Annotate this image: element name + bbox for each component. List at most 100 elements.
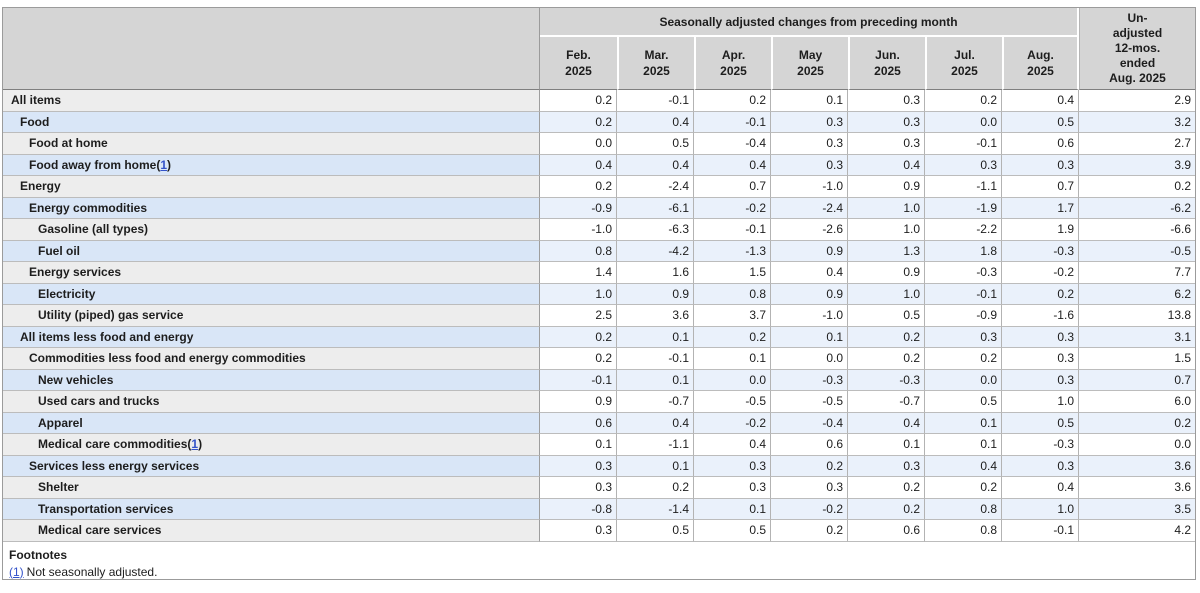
value-cell-unadjusted: 3.5 <box>1079 498 1195 520</box>
value-cell: 0.5 <box>694 520 771 542</box>
value-cell: -0.3 <box>1002 434 1079 456</box>
month-header-line: Jul. <box>954 48 975 62</box>
value-cell-unadjusted: 7.7 <box>1079 262 1195 284</box>
value-cell: 0.1 <box>925 434 1002 456</box>
value-cell: 0.2 <box>925 477 1002 499</box>
value-cell: 0.3 <box>925 154 1002 176</box>
value-cell: -1.9 <box>925 197 1002 219</box>
column-header-jun-2025: Jun. 2025 <box>848 37 925 90</box>
value-cell: -0.2 <box>771 498 848 520</box>
value-cell-unadjusted: 1.5 <box>1079 348 1195 370</box>
value-cell: -0.4 <box>771 412 848 434</box>
value-cell: 0.8 <box>694 283 771 305</box>
cpi-table-container: Seasonally adjusted changes from precedi… <box>2 7 1196 580</box>
row-label-all-items: All items <box>3 90 540 112</box>
value-cell: 0.3 <box>540 455 617 477</box>
value-cell: -0.3 <box>925 262 1002 284</box>
month-header-line: Mar. <box>644 48 669 62</box>
value-cell: 0.4 <box>540 154 617 176</box>
value-cell: -0.7 <box>848 391 925 413</box>
value-cell: 0.3 <box>694 477 771 499</box>
value-cell: 0.1 <box>771 90 848 112</box>
column-header-feb-2025: Feb. 2025 <box>540 37 617 90</box>
value-cell: 1.3 <box>848 240 925 262</box>
value-cell: 0.1 <box>617 369 694 391</box>
footnote-link[interactable]: 1 <box>160 157 168 172</box>
value-cell-unadjusted: 6.2 <box>1079 283 1195 305</box>
value-cell: -0.1 <box>925 133 1002 155</box>
value-cell-unadjusted: 0.7 <box>1079 369 1195 391</box>
value-cell: 0.3 <box>1002 455 1079 477</box>
value-cell-unadjusted: 4.2 <box>1079 520 1195 542</box>
footnote-link[interactable]: 1 <box>191 437 199 452</box>
value-cell: 0.9 <box>771 240 848 262</box>
value-cell: 0.9 <box>848 262 925 284</box>
value-cell: -4.2 <box>617 240 694 262</box>
value-cell: -0.1 <box>694 219 771 241</box>
value-cell: 0.6 <box>848 520 925 542</box>
row-label-all-items-less-food-and-energy: All items less food and energy <box>3 326 540 348</box>
value-cell: 0.0 <box>925 369 1002 391</box>
value-cell: -1.3 <box>694 240 771 262</box>
value-cell: 0.4 <box>617 111 694 133</box>
value-cell: 0.2 <box>540 111 617 133</box>
unadjusted-header-line: ended <box>1119 56 1156 70</box>
value-cell: 0.1 <box>540 434 617 456</box>
value-cell: 0.2 <box>848 348 925 370</box>
value-cell: -0.7 <box>617 391 694 413</box>
value-cell: 0.4 <box>617 154 694 176</box>
value-cell: 0.1 <box>617 455 694 477</box>
value-cell: 0.1 <box>771 326 848 348</box>
value-cell: -0.3 <box>1002 240 1079 262</box>
value-cell: 0.3 <box>771 133 848 155</box>
row-label-food-at-home: Food at home <box>3 133 540 155</box>
column-header-aug-2025: Aug. 2025 <box>1002 37 1079 90</box>
value-cell: 1.0 <box>848 219 925 241</box>
unadjusted-header-line: adjusted <box>1112 26 1163 40</box>
value-cell: -1.4 <box>617 498 694 520</box>
value-cell: -0.1 <box>925 283 1002 305</box>
value-cell: -1.1 <box>617 434 694 456</box>
group-column-header: Seasonally adjusted changes from precedi… <box>540 8 1079 37</box>
value-cell: 0.4 <box>694 434 771 456</box>
value-cell: 0.3 <box>771 111 848 133</box>
value-cell: 3.6 <box>617 305 694 327</box>
footnote-item: (1) Not seasonally adjusted. <box>9 564 1189 580</box>
value-cell: -0.2 <box>1002 262 1079 284</box>
value-cell: 0.3 <box>848 111 925 133</box>
value-cell: 0.2 <box>694 90 771 112</box>
value-cell: 0.8 <box>925 498 1002 520</box>
value-cell: 0.5 <box>848 305 925 327</box>
row-label-medical-care-commodities: Medical care commodities(1) <box>3 434 540 456</box>
month-header-line: Aug. <box>1027 48 1054 62</box>
value-cell: -2.6 <box>771 219 848 241</box>
value-cell: -0.8 <box>540 498 617 520</box>
value-cell-unadjusted: -0.5 <box>1079 240 1195 262</box>
value-cell: 0.5 <box>617 133 694 155</box>
value-cell: 0.2 <box>925 90 1002 112</box>
value-cell: 0.4 <box>617 412 694 434</box>
value-cell: 0.4 <box>1002 90 1079 112</box>
month-header-line: Feb. <box>566 48 591 62</box>
footnotes-title: Footnotes <box>9 547 67 562</box>
footnote-link[interactable]: (1) <box>9 564 24 579</box>
value-cell: -2.4 <box>617 176 694 198</box>
value-cell-unadjusted: -6.2 <box>1079 197 1195 219</box>
value-cell: 0.4 <box>771 262 848 284</box>
value-cell: 0.8 <box>540 240 617 262</box>
value-cell: 0.3 <box>1002 348 1079 370</box>
value-cell: 0.3 <box>771 477 848 499</box>
value-cell: 0.2 <box>694 326 771 348</box>
row-label-used-cars-and-trucks: Used cars and trucks <box>3 391 540 413</box>
value-cell: 0.3 <box>1002 326 1079 348</box>
value-cell: 0.2 <box>617 477 694 499</box>
value-cell: 1.6 <box>617 262 694 284</box>
value-cell: 0.4 <box>848 412 925 434</box>
column-header-may-2025: May 2025 <box>771 37 848 90</box>
row-label-electricity: Electricity <box>3 283 540 305</box>
value-cell: 0.3 <box>848 133 925 155</box>
value-cell: -1.1 <box>925 176 1002 198</box>
value-cell: 0.5 <box>617 520 694 542</box>
value-cell: 3.7 <box>694 305 771 327</box>
value-cell-unadjusted: 3.2 <box>1079 111 1195 133</box>
